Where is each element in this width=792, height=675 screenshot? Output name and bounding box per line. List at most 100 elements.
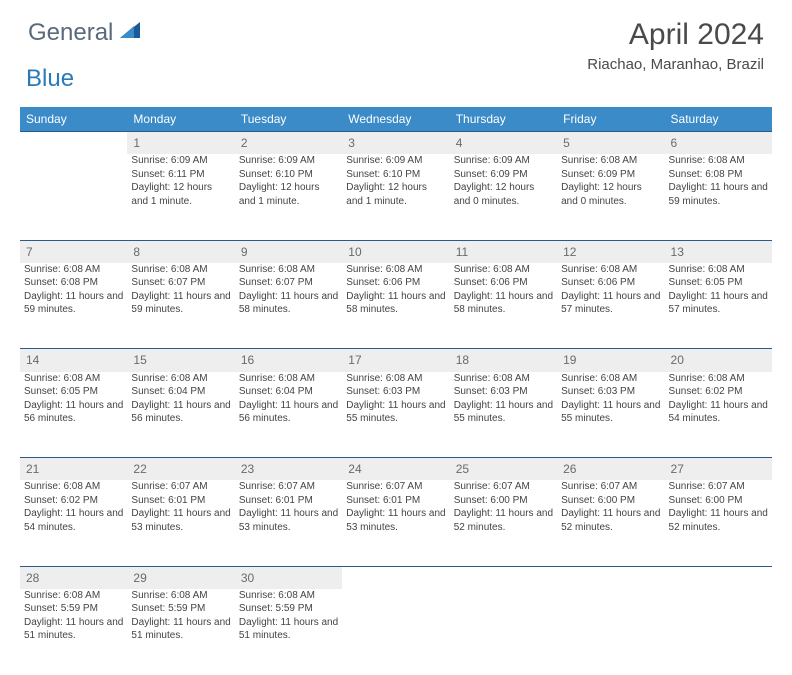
daylight-text: Daylight: 12 hours and 0 minutes. <box>561 181 660 208</box>
sunrise-text: Sunrise: 6:08 AM <box>669 263 768 277</box>
sunset-text: Sunset: 6:04 PM <box>239 385 338 399</box>
sunrise-text: Sunrise: 6:08 AM <box>131 263 230 277</box>
day-cell: Sunrise: 6:09 AMSunset: 6:10 PMDaylight:… <box>235 154 342 240</box>
sunrise-text: Sunrise: 6:08 AM <box>131 372 230 386</box>
daylight-text: Daylight: 11 hours and 55 minutes. <box>454 399 553 426</box>
day-cell: Sunrise: 6:08 AMSunset: 6:09 PMDaylight:… <box>557 154 664 240</box>
day-cell <box>20 154 127 240</box>
day-number: 24 <box>342 458 449 481</box>
day-number: 1 <box>127 132 234 155</box>
day-number: 11 <box>450 240 557 263</box>
sunrise-text: Sunrise: 6:08 AM <box>561 372 660 386</box>
day-number: 29 <box>127 566 234 589</box>
calendar-header-row: Sunday Monday Tuesday Wednesday Thursday… <box>20 107 772 132</box>
sunset-text: Sunset: 6:05 PM <box>24 385 123 399</box>
daylight-text: Daylight: 11 hours and 58 minutes. <box>346 290 445 317</box>
daylight-text: Daylight: 11 hours and 56 minutes. <box>239 399 338 426</box>
sunset-text: Sunset: 6:07 PM <box>239 276 338 290</box>
day-cell: Sunrise: 6:07 AMSunset: 6:01 PMDaylight:… <box>127 480 234 566</box>
sunset-text: Sunset: 6:04 PM <box>131 385 230 399</box>
sunset-text: Sunset: 6:07 PM <box>131 276 230 290</box>
day-number: 9 <box>235 240 342 263</box>
sunset-text: Sunset: 6:01 PM <box>131 494 230 508</box>
day-cell: Sunrise: 6:08 AMSunset: 6:08 PMDaylight:… <box>20 263 127 349</box>
header: General Blue April 2024 Riachao, Maranha… <box>0 0 792 99</box>
daylight-text: Daylight: 11 hours and 59 minutes. <box>131 290 230 317</box>
content-row: Sunrise: 6:08 AMSunset: 6:08 PMDaylight:… <box>20 263 772 349</box>
day-number: 22 <box>127 458 234 481</box>
day-number: 4 <box>450 132 557 155</box>
day-cell: Sunrise: 6:08 AMSunset: 6:02 PMDaylight:… <box>20 480 127 566</box>
day-number: 20 <box>665 349 772 372</box>
day-number <box>342 566 449 589</box>
sunset-text: Sunset: 6:00 PM <box>669 494 768 508</box>
sunset-text: Sunset: 6:02 PM <box>669 385 768 399</box>
daylight-text: Daylight: 12 hours and 1 minute. <box>131 181 230 208</box>
daynum-row: 78910111213 <box>20 240 772 263</box>
day-cell: Sunrise: 6:07 AMSunset: 6:01 PMDaylight:… <box>235 480 342 566</box>
daylight-text: Daylight: 12 hours and 1 minute. <box>346 181 445 208</box>
day-header: Tuesday <box>235 107 342 132</box>
sunset-text: Sunset: 6:08 PM <box>24 276 123 290</box>
sunrise-text: Sunrise: 6:08 AM <box>669 372 768 386</box>
sunrise-text: Sunrise: 6:07 AM <box>239 480 338 494</box>
day-number: 13 <box>665 240 772 263</box>
logo-sail-icon <box>120 20 142 45</box>
day-cell <box>450 589 557 675</box>
day-cell: Sunrise: 6:09 AMSunset: 6:09 PMDaylight:… <box>450 154 557 240</box>
day-number: 16 <box>235 349 342 372</box>
sunrise-text: Sunrise: 6:08 AM <box>24 589 123 603</box>
day-number: 10 <box>342 240 449 263</box>
content-row: Sunrise: 6:09 AMSunset: 6:11 PMDaylight:… <box>20 154 772 240</box>
day-cell: Sunrise: 6:08 AMSunset: 6:02 PMDaylight:… <box>665 372 772 458</box>
sunset-text: Sunset: 6:02 PM <box>24 494 123 508</box>
daynum-row: 21222324252627 <box>20 458 772 481</box>
daylight-text: Daylight: 11 hours and 57 minutes. <box>669 290 768 317</box>
daylight-text: Daylight: 11 hours and 51 minutes. <box>24 616 123 643</box>
day-cell: Sunrise: 6:08 AMSunset: 5:59 PMDaylight:… <box>20 589 127 675</box>
sunset-text: Sunset: 6:08 PM <box>669 168 768 182</box>
daynum-row: 14151617181920 <box>20 349 772 372</box>
day-number: 7 <box>20 240 127 263</box>
sunrise-text: Sunrise: 6:08 AM <box>131 589 230 603</box>
sunrise-text: Sunrise: 6:09 AM <box>131 154 230 168</box>
day-cell: Sunrise: 6:08 AMSunset: 5:59 PMDaylight:… <box>127 589 234 675</box>
daylight-text: Daylight: 11 hours and 53 minutes. <box>346 507 445 534</box>
daylight-text: Daylight: 11 hours and 51 minutes. <box>131 616 230 643</box>
daylight-text: Daylight: 11 hours and 56 minutes. <box>131 399 230 426</box>
title-block: April 2024 Riachao, Maranhao, Brazil <box>587 18 764 73</box>
day-cell: Sunrise: 6:08 AMSunset: 5:59 PMDaylight:… <box>235 589 342 675</box>
sunrise-text: Sunrise: 6:08 AM <box>239 263 338 277</box>
calendar-table: Sunday Monday Tuesday Wednesday Thursday… <box>20 107 772 675</box>
sunrise-text: Sunrise: 6:07 AM <box>669 480 768 494</box>
day-header: Saturday <box>665 107 772 132</box>
daylight-text: Daylight: 12 hours and 1 minute. <box>239 181 338 208</box>
sunrise-text: Sunrise: 6:08 AM <box>561 154 660 168</box>
day-cell: Sunrise: 6:08 AMSunset: 6:08 PMDaylight:… <box>665 154 772 240</box>
day-header: Sunday <box>20 107 127 132</box>
sunset-text: Sunset: 6:06 PM <box>346 276 445 290</box>
day-cell: Sunrise: 6:08 AMSunset: 6:04 PMDaylight:… <box>235 372 342 458</box>
day-cell: Sunrise: 6:08 AMSunset: 6:03 PMDaylight:… <box>342 372 449 458</box>
daylight-text: Daylight: 11 hours and 59 minutes. <box>24 290 123 317</box>
sunrise-text: Sunrise: 6:09 AM <box>346 154 445 168</box>
sunset-text: Sunset: 6:05 PM <box>669 276 768 290</box>
content-row: Sunrise: 6:08 AMSunset: 6:05 PMDaylight:… <box>20 372 772 458</box>
day-number: 6 <box>665 132 772 155</box>
daylight-text: Daylight: 11 hours and 58 minutes. <box>239 290 338 317</box>
day-number: 30 <box>235 566 342 589</box>
day-number: 27 <box>665 458 772 481</box>
content-row: Sunrise: 6:08 AMSunset: 6:02 PMDaylight:… <box>20 480 772 566</box>
day-number: 5 <box>557 132 664 155</box>
daylight-text: Daylight: 11 hours and 55 minutes. <box>346 399 445 426</box>
daylight-text: Daylight: 11 hours and 53 minutes. <box>131 507 230 534</box>
sunrise-text: Sunrise: 6:08 AM <box>239 589 338 603</box>
daylight-text: Daylight: 11 hours and 56 minutes. <box>24 399 123 426</box>
daynum-row: 123456 <box>20 132 772 155</box>
day-cell: Sunrise: 6:08 AMSunset: 6:06 PMDaylight:… <box>342 263 449 349</box>
sunset-text: Sunset: 6:11 PM <box>131 168 230 182</box>
day-cell: Sunrise: 6:07 AMSunset: 6:00 PMDaylight:… <box>450 480 557 566</box>
day-header: Monday <box>127 107 234 132</box>
day-header: Wednesday <box>342 107 449 132</box>
sunrise-text: Sunrise: 6:08 AM <box>454 372 553 386</box>
